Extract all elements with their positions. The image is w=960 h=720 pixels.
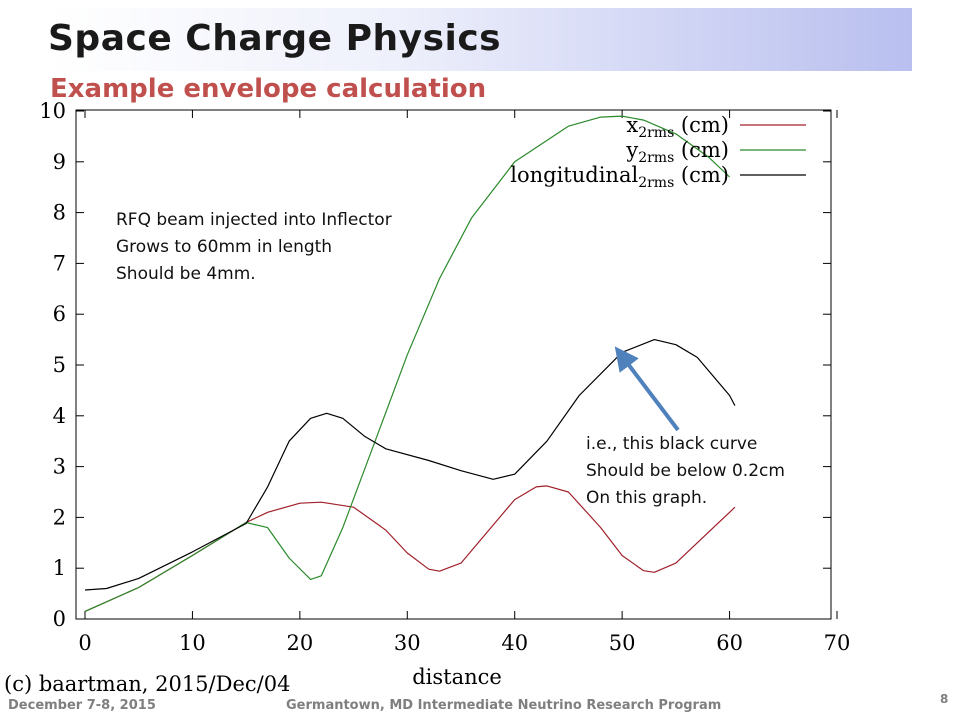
annotation-left: RFQ beam injected into Inflector Grows t… <box>116 207 392 288</box>
annotation-right: i.e., this black curve Should be below 0… <box>586 431 785 512</box>
annotation-left-line-2: Grows to 60mm in length <box>116 237 333 257</box>
slide-subtitle: Example envelope calculation <box>50 74 487 104</box>
series-lines <box>84 115 736 612</box>
annotation-right-line-1: i.e., this black curve <box>586 434 758 454</box>
legend: x2rms (cm)y2rms (cm)longitudinal2rms (cm… <box>510 113 806 191</box>
credit-text: (c) baartman, 2015/Dec/04 <box>4 672 291 696</box>
x-tick-label: 50 <box>609 631 636 655</box>
y-tick-label: 10 <box>39 99 66 123</box>
x-tick-label: 40 <box>501 631 528 655</box>
series-line <box>84 485 736 612</box>
footer-center: Germantown, MD Intermediate Neutrino Res… <box>286 698 722 713</box>
y-tick-label: 5 <box>53 353 66 377</box>
axis-ticks: 0 1 2 3 4 5 6 7 8 9 10 0 10 20 30 40 50 60 70 <box>39 99 850 655</box>
legend-label: x2rms (cm) <box>626 113 729 141</box>
y-tick-label: 6 <box>53 302 66 326</box>
annotation-arrow-group <box>614 346 680 432</box>
slide-title: Space Charge Physics <box>48 18 502 59</box>
x-tick-label: 0 <box>78 631 91 655</box>
y-tick-label: 0 <box>53 607 66 631</box>
annotation-left-line-3: Should be 4mm. <box>116 264 256 284</box>
x-tick-label: 60 <box>716 631 743 655</box>
x-axis-label-group: distance <box>412 665 502 689</box>
y-tick-label: 9 <box>53 150 66 174</box>
y-tick-label: 4 <box>53 404 66 428</box>
annotation-right-line-3: On this graph. <box>586 488 708 508</box>
x-axis-label: distance <box>412 665 502 689</box>
y-tick-label: 2 <box>53 505 66 529</box>
series-line <box>84 339 736 591</box>
page-number: 8 <box>940 692 949 706</box>
legend-label: y2rms (cm) <box>625 138 729 166</box>
x-tick-label: 10 <box>179 631 206 655</box>
annotation-right-line-2: Should be below 0.2cm <box>586 461 785 481</box>
footer-date: December 7-8, 2015 <box>8 698 156 713</box>
y-tick-label: 8 <box>53 201 66 225</box>
x-tick-label: 70 <box>824 631 851 655</box>
x-tick-label: 20 <box>286 631 313 655</box>
annotation-arrow <box>614 346 680 432</box>
y-tick-label: 3 <box>53 455 66 479</box>
series-line <box>84 115 731 612</box>
legend-label: longitudinal2rms (cm) <box>510 163 729 191</box>
annotation-left-line-1: RFQ beam injected into Inflector <box>116 210 392 230</box>
title-bar <box>48 8 912 71</box>
x-tick-label: 30 <box>394 631 421 655</box>
y-tick-label: 1 <box>53 556 66 580</box>
y-tick-label: 7 <box>53 251 66 275</box>
